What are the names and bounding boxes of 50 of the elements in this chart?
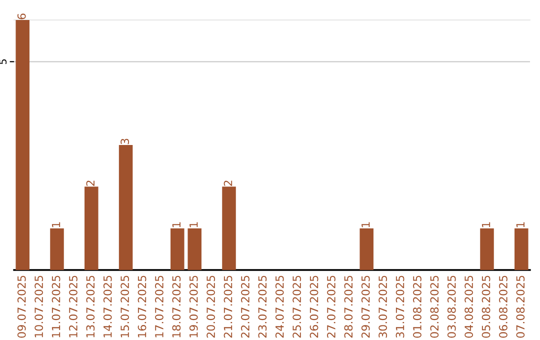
x-tick-label: 15.07.2025 <box>120 276 130 338</box>
x-tick-label: 29.07.2025 <box>361 276 370 338</box>
data-label: 1 <box>516 222 524 228</box>
x-tick-label: 18.07.2025 <box>172 276 181 338</box>
data-label: 1 <box>190 222 198 228</box>
bar <box>480 228 494 270</box>
x-tick-label: 20.07.2025 <box>206 276 216 338</box>
data-label: 2 <box>224 180 232 186</box>
x-tick-label: 13.07.2025 <box>86 276 95 338</box>
x-tick-label: 21.07.2025 <box>224 276 232 338</box>
data-label: 3 <box>120 138 130 144</box>
x-tick-label: 31.07.2025 <box>396 276 404 338</box>
bar <box>118 145 133 270</box>
x-tick-label: 01.08.2025 <box>413 276 422 338</box>
x-tick-label: 16.07.2025 <box>138 276 146 338</box>
bar <box>222 186 236 270</box>
x-tick-label: 23.07.2025 <box>258 276 267 338</box>
x-tick-label: 26.07.2025 <box>310 276 318 338</box>
bar <box>16 20 30 270</box>
data-label: 6 <box>17 14 26 20</box>
bar <box>84 186 98 270</box>
x-tick-label: 02.08.2025 <box>430 276 439 338</box>
x-tick-label: 22.07.2025 <box>241 276 250 338</box>
x-tick-label: 09.07.2025 <box>17 276 26 338</box>
data-label: 1 <box>482 222 490 228</box>
x-tick-label: 07.08.2025 <box>516 276 525 338</box>
data-label: 2 <box>86 180 94 186</box>
data-label: 1 <box>172 222 180 228</box>
x-tick-label: 14.07.2025 <box>103 276 112 338</box>
x-tick-label: 12.07.2025 <box>69 276 78 338</box>
bar <box>50 228 64 270</box>
x-tick-label: 03.08.2025 <box>447 276 456 338</box>
x-tick-label: 04.08.2025 <box>464 276 474 338</box>
x-tick-label: 11.07.2025 <box>52 276 60 338</box>
x-tick-label: 06.08.2025 <box>499 276 508 338</box>
x-tick-label: 19.07.2025 <box>189 276 198 338</box>
x-tick-label: 17.07.2025 <box>155 276 164 338</box>
x-tick-label: 25.07.2025 <box>292 276 302 338</box>
data-label: 1 <box>52 222 60 228</box>
x-tick-label: 10.07.2025 <box>34 276 44 338</box>
bar <box>360 228 374 270</box>
bar <box>514 228 528 270</box>
data-label: 1 <box>362 222 370 228</box>
x-tick-label: 05.08.2025 <box>482 276 490 338</box>
x-tick-label: 28.07.2025 <box>344 276 353 338</box>
x-tick-label: 30.07.2025 <box>378 276 388 338</box>
x-tick-label: 27.07.2025 <box>327 276 336 338</box>
x-tick-label: 24.07.2025 <box>275 276 284 338</box>
bar <box>188 228 202 270</box>
bar <box>170 228 184 270</box>
